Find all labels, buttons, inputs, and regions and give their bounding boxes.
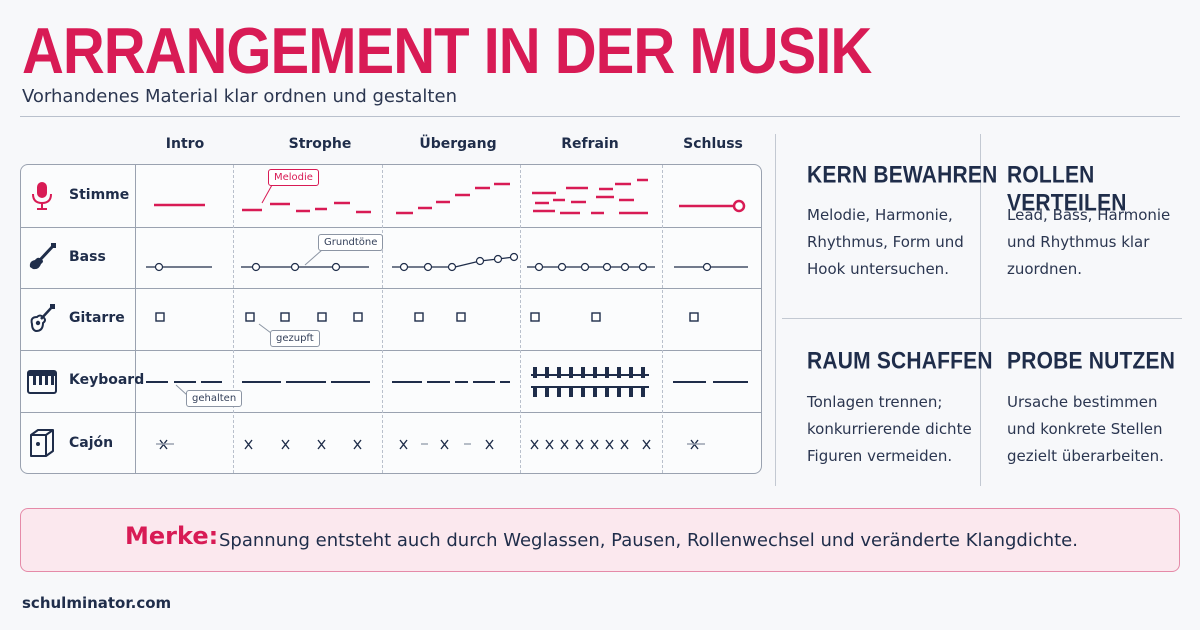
bass-guitar-icon bbox=[29, 243, 56, 270]
footer-site-name: schulminator.com bbox=[22, 594, 172, 612]
cajon-hit bbox=[399, 439, 408, 450]
keyboard-notation bbox=[146, 367, 748, 397]
page-title: ARRANGEMENT IN DER MUSIK bbox=[22, 14, 872, 88]
label-column-divider bbox=[135, 165, 136, 473]
tip-heading-kern-bewahren: KERN BEWAHREN bbox=[807, 162, 998, 189]
cajon-notation bbox=[156, 439, 705, 450]
callout-gezupft: gezupft bbox=[270, 330, 320, 347]
callout-melodie: Melodie bbox=[268, 169, 319, 186]
cajon-hit bbox=[590, 439, 599, 450]
callout-connectors bbox=[175, 184, 323, 396]
column-header-strophe: Strophe bbox=[288, 136, 352, 152]
column-header-refrain: Refrain bbox=[561, 136, 619, 152]
column-header-schluss: Schluss bbox=[683, 136, 743, 152]
row-label-keyboard: Keyboard bbox=[69, 372, 145, 388]
cajon-hit bbox=[485, 439, 494, 450]
row-divider bbox=[20, 288, 762, 289]
cajon-hit bbox=[530, 439, 539, 450]
cajon-hit bbox=[353, 439, 362, 450]
row-label-cajon: Cajón bbox=[69, 435, 114, 451]
row-divider bbox=[20, 412, 762, 413]
cajon-hit bbox=[281, 439, 290, 450]
bass-notation bbox=[146, 252, 748, 272]
cajon-hit bbox=[440, 439, 449, 450]
tip-text-probe-nutzen: Ursache bestimmen und konkrete Stellen g… bbox=[1007, 393, 1164, 465]
column-divider bbox=[233, 165, 234, 473]
cajon-hit bbox=[156, 439, 174, 450]
cajon-hit bbox=[575, 439, 584, 450]
column-header-intro: Intro bbox=[165, 136, 205, 152]
row-divider bbox=[20, 350, 762, 351]
merke-text: Spannung entsteht auch durch Weglassen, … bbox=[219, 530, 1078, 551]
cajon-icon bbox=[30, 429, 54, 457]
row-label-gitarre: Gitarre bbox=[69, 310, 125, 326]
tip-heading-rollen-verteilen: ROLLEN VERTEILEN bbox=[1007, 162, 1127, 217]
keyboard-chord-stabs bbox=[531, 367, 649, 397]
stimme-notation bbox=[154, 178, 746, 215]
cajon-hit bbox=[317, 439, 326, 450]
tip-text-rollen-verteilen: Lead, Bass, Harmonie und Rhythmus klar z… bbox=[1007, 206, 1171, 278]
column-divider bbox=[382, 165, 383, 473]
tips-divider bbox=[775, 134, 776, 486]
page-subtitle: Vorhandenes Material klar ordnen und ges… bbox=[22, 86, 457, 107]
callout-gehalten: gehalten bbox=[186, 390, 243, 407]
cajon-hit bbox=[545, 439, 554, 450]
merke-label: Merke: bbox=[125, 522, 219, 550]
cajon-hit bbox=[605, 439, 614, 450]
microphone-icon bbox=[32, 182, 52, 210]
tip-heading-raum-schaffen: RAUM SCHAFFEN bbox=[807, 348, 993, 375]
gitarre-notation bbox=[155, 312, 699, 322]
header-divider bbox=[20, 116, 1180, 117]
cajon-hit bbox=[642, 439, 651, 450]
cajon-hit bbox=[560, 439, 569, 450]
row-divider bbox=[20, 227, 762, 228]
tip-text-kern-bewahren: Melodie, Harmonie, Rhythmus, Form und Ho… bbox=[807, 206, 964, 278]
tips-divider bbox=[980, 134, 981, 486]
merke-box bbox=[20, 508, 1180, 572]
callout-grundtoene: Grundtöne bbox=[318, 234, 384, 251]
tips-divider bbox=[782, 318, 1182, 319]
acoustic-guitar-icon bbox=[30, 304, 55, 333]
cajon-hit bbox=[244, 439, 253, 450]
row-label-stimme: Stimme bbox=[69, 187, 130, 203]
column-divider bbox=[520, 165, 521, 473]
column-header-uebergang: Übergang bbox=[419, 136, 497, 152]
cajon-hit bbox=[687, 439, 705, 450]
column-divider bbox=[662, 165, 663, 473]
keyboard-icon bbox=[27, 370, 57, 394]
row-label-bass: Bass bbox=[69, 249, 106, 265]
tip-text-raum-schaffen: Tonlagen trennen; konkurrierende dichte … bbox=[807, 393, 972, 465]
arrangement-grid bbox=[20, 164, 762, 474]
cajon-hit bbox=[620, 439, 629, 450]
tip-heading-probe-nutzen: PROBE NUTZEN bbox=[1007, 348, 1176, 375]
